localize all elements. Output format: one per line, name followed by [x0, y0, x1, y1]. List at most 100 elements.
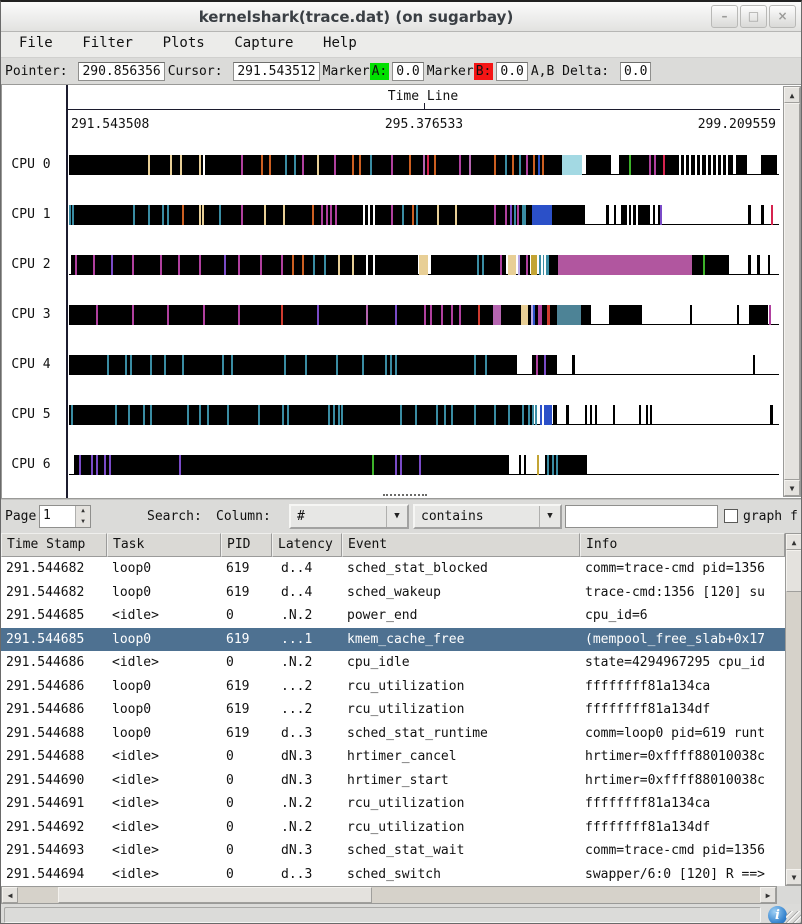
event-tick [433, 155, 436, 175]
page-spinner[interactable]: 1 ▲ ▼ [39, 505, 91, 528]
search-input[interactable] [565, 505, 718, 528]
trace-busy-segment [590, 405, 593, 425]
h-scrollbar-thumb[interactable] [58, 887, 372, 903]
table-row[interactable]: 291.544688 loop0 619 d..3 sched_stat_runtime… [1, 721, 785, 745]
event-tick [366, 305, 369, 325]
event-tick [230, 355, 233, 375]
trace-busy-segment [770, 405, 773, 425]
cell-timestamp: 291.544694 [6, 866, 85, 882]
cpu-track[interactable] [69, 405, 779, 425]
cpu-track[interactable] [69, 205, 779, 225]
table-horizontal-scrollbar[interactable]: ◀ ▶ [1, 886, 777, 904]
event-tick [258, 405, 261, 425]
column-header-info[interactable]: Info [580, 533, 785, 557]
column-header-pid[interactable]: PID [221, 533, 272, 557]
event-tick [104, 455, 107, 475]
table-row[interactable]: 291.544690 <idle> 0 dN.3 hrtimer_start hrtime… [1, 768, 785, 792]
table-row[interactable]: 291.544694 <idle> 0 d..3 sched_switch swapper… [1, 862, 785, 886]
table-row[interactable]: 291.544686 loop0 619 ...2 rcu_utilization fff… [1, 674, 785, 698]
table-row[interactable]: 291.544686 <idle> 0 .N.2 cpu_idle state=42949… [1, 651, 785, 675]
graph-vertical-scrollbar[interactable]: ▲ ▼ [783, 86, 801, 497]
chevron-down-icon[interactable]: ▼ [539, 506, 560, 527]
menu-plots[interactable]: Plots [162, 35, 205, 51]
table-row-selected[interactable]: 291.544685 loop0 619 ...1 kmem_cache_free (me… [1, 627, 785, 651]
maximize-button[interactable]: □ [740, 5, 767, 28]
graph-scrollbar-thumb[interactable] [784, 103, 800, 480]
event-tick [70, 405, 73, 425]
menu-filter[interactable]: Filter [82, 35, 133, 51]
marker-a-badge[interactable]: A: [369, 62, 390, 80]
column-header-event[interactable]: Event [342, 533, 580, 557]
event-tick [504, 205, 507, 225]
cpu-tracks[interactable] [69, 85, 779, 498]
table-row[interactable]: 291.544686 loop0 619 ...2 rcu_utilization fff… [1, 698, 785, 722]
spinner-arrows[interactable]: ▲ ▼ [75, 506, 90, 527]
spin-up-icon[interactable]: ▲ [81, 507, 85, 514]
graph-follows-checkbox[interactable] [724, 509, 738, 523]
title-bar[interactable]: kernelshark(trace.dat) (on sugarbay) – □… [1, 2, 801, 32]
scroll-down-icon[interactable]: ▼ [784, 480, 800, 496]
scroll-up-icon[interactable]: ▲ [786, 534, 801, 550]
event-tick [222, 355, 225, 375]
scroll-right-icon[interactable]: ▶ [760, 887, 776, 903]
menu-capture[interactable]: Capture [234, 35, 294, 51]
cpu-track[interactable] [69, 455, 779, 475]
event-tick [302, 155, 305, 175]
scroll-down-icon[interactable]: ▼ [786, 869, 801, 885]
column-select[interactable]: # ▼ [289, 504, 409, 529]
trace-busy-segment [747, 255, 751, 275]
menu-help[interactable]: Help [323, 35, 357, 51]
event-tick [391, 205, 394, 225]
graph-panel[interactable]: Time Line 291.543508 295.376533 299.2095… [1, 84, 801, 499]
event-tick [423, 155, 425, 175]
cell-pid: 0 [226, 796, 234, 811]
scroll-left-icon[interactable]: ◀ [2, 887, 18, 903]
trace-busy-segment [69, 305, 493, 325]
table-row[interactable]: 291.544693 <idle> 0 dN.3 sched_stat_wait comm… [1, 839, 785, 863]
event-tick [540, 255, 543, 275]
scroll-up-icon[interactable]: ▲ [784, 87, 800, 103]
cell-task: <idle> [112, 843, 159, 858]
scrollbar-corner [777, 886, 801, 904]
marker-b-badge[interactable]: B: [473, 62, 494, 80]
event-tick [551, 455, 554, 475]
chevron-down-icon[interactable]: ▼ [386, 506, 407, 527]
operator-select[interactable]: contains ▼ [413, 504, 562, 529]
trace-busy-segment [552, 405, 558, 425]
minimize-button[interactable]: – [711, 5, 738, 28]
column-header-latency[interactable]: Latency [272, 533, 342, 557]
column-header-task[interactable]: Task [107, 533, 221, 557]
task-segment [492, 305, 502, 325]
info-icon[interactable]: i [768, 906, 787, 923]
pane-resize-handle[interactable] [383, 494, 427, 500]
resize-grip-icon[interactable] [786, 911, 801, 923]
close-button[interactable]: × [769, 5, 796, 28]
table-row[interactable]: 291.544682 loop0 619 d..4 sched_stat_blocked… [1, 557, 785, 581]
event-tick [361, 355, 364, 375]
event-tick [542, 405, 545, 425]
table-vertical-scrollbar[interactable]: ▲ ▼ [785, 533, 801, 886]
event-tick [238, 255, 241, 275]
table-row[interactable]: 291.544692 <idle> 0 .N.2 rcu_utilization ffff… [1, 815, 785, 839]
event-tick [352, 255, 354, 275]
trace-busy-segment [71, 205, 532, 225]
table-row[interactable]: 291.544688 <idle> 0 dN.3 hrtimer_cancel hrtim… [1, 745, 785, 769]
table-row[interactable]: 291.544685 <idle> 0 .N.2 power_end cpu_id=6 [1, 604, 785, 628]
table-row[interactable]: 291.544682 loop0 619 d..4 sched_wakeup trace-… [1, 580, 785, 604]
spin-down-icon[interactable]: ▼ [81, 517, 85, 525]
column-header-time-stamp[interactable]: Time Stamp [1, 533, 107, 557]
event-tick [415, 405, 418, 425]
cpu-track[interactable] [69, 255, 779, 275]
event-tick [721, 155, 724, 175]
event-tick [199, 255, 202, 275]
table-scrollbar-thumb[interactable] [786, 550, 801, 592]
cell-event: rcu_utilization [347, 819, 465, 835]
cpu-track[interactable] [69, 155, 779, 175]
menu-file[interactable]: File [19, 35, 53, 51]
cpu-track[interactable] [69, 305, 779, 325]
table-row[interactable]: 291.544691 <idle> 0 .N.2 rcu_utilization ffff… [1, 792, 785, 816]
event-tick [163, 355, 166, 375]
cpu-track[interactable] [69, 355, 779, 375]
trace-busy-segment [71, 255, 419, 275]
